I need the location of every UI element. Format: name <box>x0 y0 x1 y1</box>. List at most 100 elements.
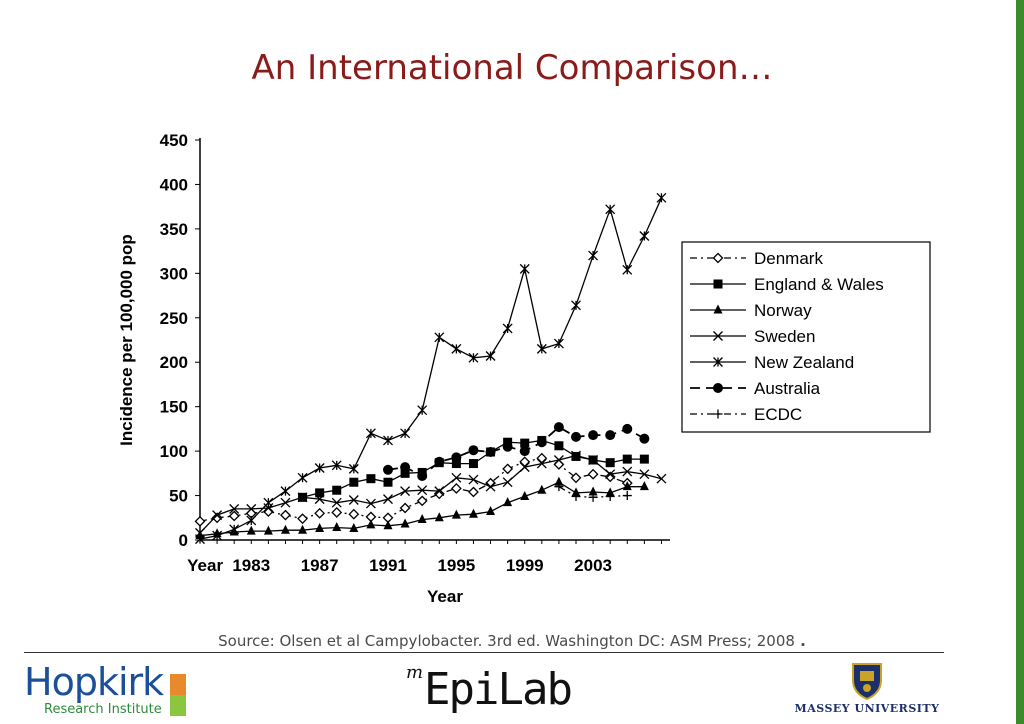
data-point-denmark <box>297 513 308 525</box>
data-point-new-zealand <box>605 204 616 215</box>
data-point-sweden <box>365 498 376 509</box>
data-point-new-zealand <box>434 332 445 343</box>
data-point-new-zealand <box>639 231 650 241</box>
data-point-sweden <box>348 495 359 505</box>
data-point-england-and-wales <box>332 485 342 495</box>
data-point-england-and-wales <box>639 454 649 464</box>
data-point-sweden <box>229 503 240 514</box>
data-point-england-and-wales <box>605 458 615 468</box>
data-point-australia <box>468 445 479 456</box>
legend-marker-new-zealand <box>713 357 723 367</box>
data-point-sweden <box>451 472 462 483</box>
y-axis-title: Incidence per 100,000 pop <box>117 234 136 446</box>
data-point-new-zealand <box>519 263 530 274</box>
data-point-new-zealand <box>536 343 547 354</box>
data-point-sweden <box>571 450 581 461</box>
y-tick-label: 400 <box>160 175 188 194</box>
data-point-sweden <box>314 494 325 505</box>
data-point-new-zealand <box>571 300 581 311</box>
data-point-norway <box>263 525 273 535</box>
data-point-england-and-wales <box>468 459 478 469</box>
data-point-new-zealand <box>280 486 291 497</box>
legend-label-australia: Australia <box>754 379 821 398</box>
data-point-new-zealand <box>297 472 308 483</box>
data-point-norway <box>537 484 547 494</box>
data-point-norway <box>554 476 564 486</box>
data-point-australia <box>588 430 599 441</box>
data-point-new-zealand <box>263 497 274 508</box>
data-point-norway <box>298 524 308 534</box>
y-tick-label: 150 <box>160 398 188 417</box>
hopkirk-logo-mark <box>170 674 186 716</box>
data-point-new-zealand <box>195 534 205 545</box>
data-point-norway <box>451 509 461 519</box>
source-text: Source: Olsen et al Campylobacter. 3rd e… <box>218 632 795 650</box>
data-point-denmark <box>536 452 548 464</box>
data-point-norway <box>315 522 325 532</box>
x-tick-label: 1983 <box>232 556 270 575</box>
data-point-new-zealand <box>331 460 342 471</box>
data-point-norway <box>280 524 290 534</box>
data-point-sweden <box>331 497 342 508</box>
data-point-new-zealand <box>383 435 393 446</box>
slide-title: An International Comparison… <box>251 48 773 88</box>
data-point-sweden <box>383 494 393 505</box>
x-tick-label: 1999 <box>506 556 544 575</box>
series-line-new-zealand <box>199 197 663 540</box>
data-point-ecdc <box>554 482 564 492</box>
data-point-new-zealand <box>553 338 564 349</box>
data-point-norway <box>588 486 598 496</box>
data-point-sweden <box>280 497 291 508</box>
y-tick-label: 100 <box>160 442 188 461</box>
data-point-new-zealand <box>468 352 479 363</box>
legend-marker-norway <box>713 304 723 314</box>
legend-marker-england-and-wales <box>713 279 723 289</box>
y-tick-label: 50 <box>169 487 188 506</box>
slide-edge-bar <box>1016 0 1024 724</box>
data-point-australia <box>536 437 547 448</box>
data-point-denmark <box>519 456 531 468</box>
data-point-norway <box>622 481 632 491</box>
data-point-australia <box>553 422 564 433</box>
massey-logo-name: MASSEY UNIVERSITY <box>794 702 940 715</box>
data-point-new-zealand <box>485 351 496 361</box>
data-point-ecdc <box>605 491 615 501</box>
y-tick-label: 450 <box>160 131 188 150</box>
data-point-norway <box>383 520 393 530</box>
data-point-denmark <box>570 472 582 484</box>
data-point-england-and-wales <box>400 468 410 478</box>
data-point-norway <box>468 508 478 518</box>
data-point-australia <box>605 430 616 441</box>
y-tick-label: 0 <box>179 531 188 550</box>
data-point-denmark <box>228 510 240 522</box>
data-point-australia <box>451 452 462 463</box>
data-point-denmark <box>587 468 599 480</box>
data-point-norway <box>486 506 496 516</box>
data-point-australia <box>400 462 411 473</box>
data-point-sweden <box>297 492 308 503</box>
data-point-australia <box>485 447 496 457</box>
hopkirk-logo-subtitle: Research Institute <box>44 702 162 717</box>
data-point-denmark <box>416 495 428 507</box>
data-point-australia <box>502 441 513 452</box>
data-point-norway <box>332 522 342 532</box>
y-tick-label: 300 <box>160 264 188 283</box>
data-point-sweden <box>553 455 564 465</box>
legend-marker-australia <box>713 383 723 393</box>
source-citation: Source: Olsen et al Campylobacter. 3rd e… <box>0 632 1024 650</box>
data-point-norway <box>571 487 581 497</box>
x-tick-label: Year <box>187 556 223 575</box>
data-point-england-and-wales <box>554 441 564 451</box>
legend-label-new-zealand: New Zealand <box>754 353 854 372</box>
data-point-denmark <box>450 483 462 494</box>
hopkirk-logo: Hopkirk Research Institute <box>24 660 194 720</box>
data-point-sweden <box>588 455 599 465</box>
data-point-england-and-wales <box>383 477 393 487</box>
data-point-sweden <box>485 481 496 492</box>
data-point-denmark <box>331 507 343 518</box>
epilab-logo: m EpiLab <box>406 660 606 720</box>
hopkirk-logo-name: Hopkirk <box>24 660 164 704</box>
data-point-denmark <box>348 508 360 520</box>
data-point-sweden <box>417 485 428 496</box>
data-point-new-zealand <box>348 463 359 474</box>
